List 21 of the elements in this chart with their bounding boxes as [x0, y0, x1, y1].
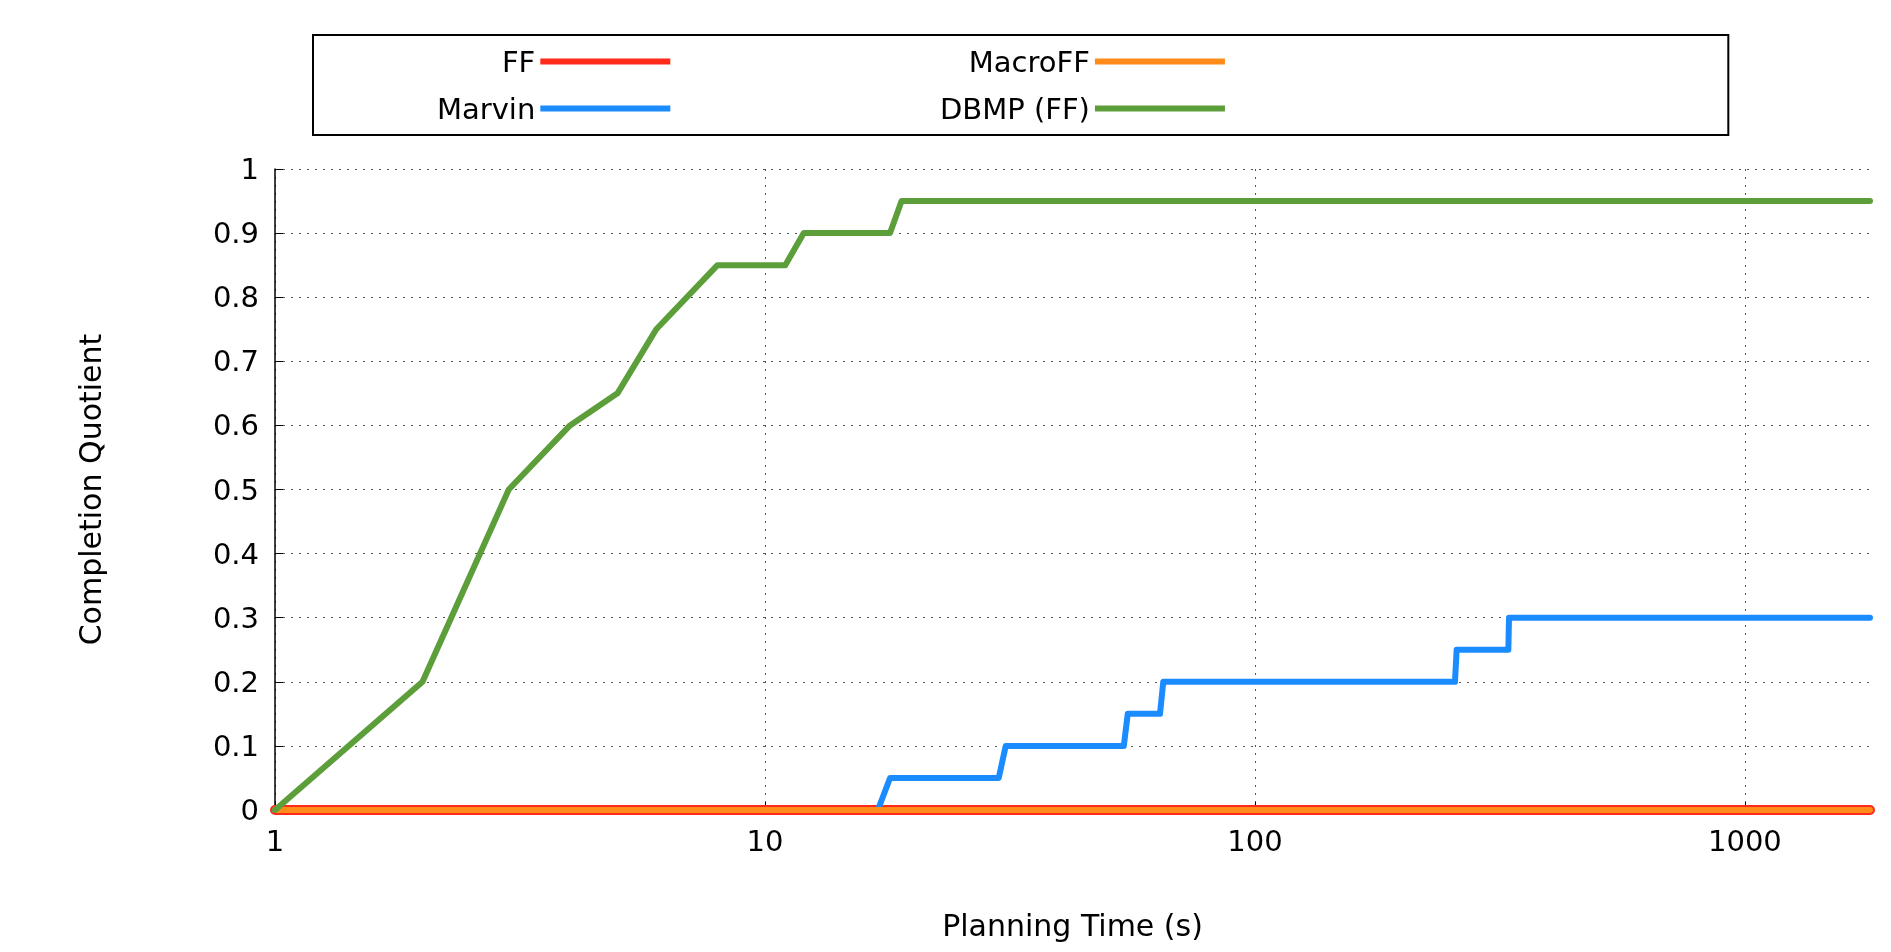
y-tick-label: 0.8 — [212, 280, 259, 315]
y-tick-label: 0.1 — [212, 728, 259, 763]
y-tick-label: 1 — [240, 152, 259, 186]
legend-label: MacroFF — [968, 44, 1090, 79]
x-tick-label: 1000 — [1708, 823, 1782, 858]
y-tick-label: 0.9 — [212, 216, 259, 251]
y-tick-label: 0.7 — [212, 344, 259, 379]
y-axis-title: Completion Quotient — [72, 333, 108, 646]
legend-label: Marvin — [436, 91, 536, 126]
y-tick-label: 0.4 — [212, 536, 259, 571]
x-tick-label: 10 — [746, 823, 784, 858]
x-axis-title: Planning Time (s) — [942, 907, 1203, 943]
y-tick-label: 0.2 — [212, 664, 259, 699]
y-tick-label: 0 — [240, 793, 259, 827]
y-tick-label: 0.5 — [212, 472, 259, 507]
x-tick-label: 1 — [265, 823, 285, 858]
y-tick-label: 0.6 — [212, 408, 259, 443]
x-tick-label: 100 — [1227, 823, 1283, 858]
legend-label: FF — [501, 44, 536, 79]
legend-label: DBMP (FF) — [939, 91, 1090, 126]
y-tick-label: 0.3 — [212, 600, 259, 635]
